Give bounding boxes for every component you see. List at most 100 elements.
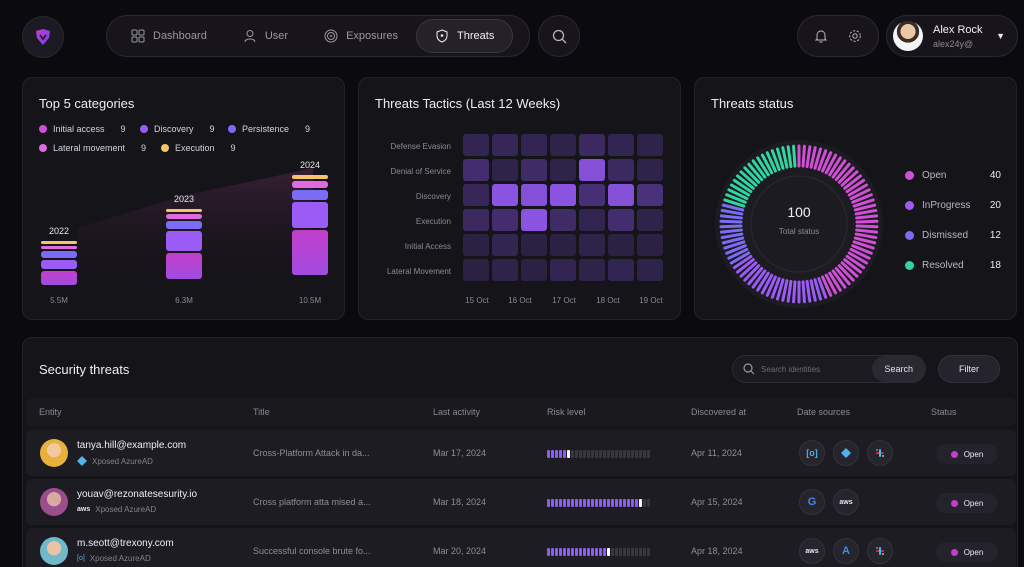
- heatmap-cell[interactable]: [463, 134, 489, 156]
- risk-segment: [563, 450, 566, 458]
- slack-icon[interactable]: [867, 440, 893, 466]
- filter-button[interactable]: Filter: [938, 355, 1000, 383]
- col-last-activity[interactable]: Last activity: [433, 407, 480, 417]
- risk-segment: [567, 499, 570, 507]
- risk-segment: [599, 548, 602, 556]
- risk-segment: [623, 548, 626, 556]
- bar-2023: [166, 209, 202, 279]
- heatmap-cell[interactable]: [637, 159, 663, 181]
- heatmap-cell[interactable]: [550, 259, 576, 281]
- heatmap-cell[interactable]: [608, 134, 634, 156]
- heatmap-cell[interactable]: [492, 209, 518, 231]
- heatmap-cell[interactable]: [463, 209, 489, 231]
- heatmap-cell[interactable]: [463, 234, 489, 256]
- heatmap-cell[interactable]: [521, 134, 547, 156]
- heatmap-cell[interactable]: [521, 234, 547, 256]
- col-risk-level[interactable]: Risk level: [547, 407, 586, 417]
- heatmap-cell[interactable]: [463, 184, 489, 206]
- date-18-oct: 18 Oct: [588, 296, 628, 305]
- tactic-label-lateral-movement: Lateral Movement: [387, 267, 451, 276]
- row-email: m.seott@trexony.com: [77, 538, 174, 549]
- avatar: [893, 21, 923, 51]
- heatmap-cell[interactable]: [463, 259, 489, 281]
- bell-icon[interactable]: [814, 29, 828, 43]
- col-discovered-at[interactable]: Discovered at: [691, 407, 746, 417]
- col-entity[interactable]: Entity: [39, 407, 62, 417]
- heatmap-cell[interactable]: [521, 209, 547, 231]
- nav-threats[interactable]: Threats: [416, 19, 513, 53]
- search-input[interactable]: [761, 365, 871, 374]
- status-dismissed-value: 12: [990, 230, 1001, 241]
- bracket-icon[interactable]: [o]: [799, 440, 825, 466]
- heatmap-cell[interactable]: [521, 184, 547, 206]
- risk-segment: [603, 548, 606, 556]
- azure-icon: [77, 456, 87, 466]
- heatmap-cell[interactable]: [579, 159, 605, 181]
- global-search-button[interactable]: [538, 15, 580, 57]
- heatmap-cell[interactable]: [608, 234, 634, 256]
- table-row[interactable]: youav@rezonatesesurity.io aws Xposed Azu…: [26, 479, 1016, 525]
- heatmap-cell[interactable]: [550, 209, 576, 231]
- nav-user[interactable]: User: [225, 19, 306, 53]
- heatmap-cell[interactable]: [608, 184, 634, 206]
- user-menu[interactable]: Alex Rock alex24y@ ▼: [886, 15, 1018, 57]
- nav-exposures[interactable]: Exposures: [306, 19, 416, 53]
- heatmap-cell[interactable]: [637, 209, 663, 231]
- col-date-sources[interactable]: Date sources: [797, 407, 850, 417]
- table-row[interactable]: tanya.hill@example.com Xposed AzureAD Cr…: [26, 430, 1016, 476]
- gear-icon[interactable]: [848, 29, 862, 43]
- risk-segment: [587, 450, 590, 458]
- heatmap-cell[interactable]: [579, 234, 605, 256]
- slack-icon[interactable]: [867, 538, 893, 564]
- heatmap-cell[interactable]: [492, 184, 518, 206]
- heatmap-cell[interactable]: [550, 159, 576, 181]
- main-nav: Dashboard User Exposures Threats: [106, 15, 530, 57]
- heatmap-cell[interactable]: [550, 134, 576, 156]
- app-logo[interactable]: [22, 16, 64, 58]
- status-badge-label: Open: [964, 499, 984, 508]
- heatmap-cell[interactable]: [579, 259, 605, 281]
- chevron-down-icon[interactable]: ▼: [996, 31, 1005, 41]
- risk-segment: [575, 548, 578, 556]
- heatmap-cell[interactable]: [637, 184, 663, 206]
- year-2022: 2022: [39, 226, 79, 236]
- heatmap-cell[interactable]: [492, 159, 518, 181]
- heatmap-cell[interactable]: [579, 134, 605, 156]
- heatmap-cell[interactable]: [463, 159, 489, 181]
- nav-dashboard[interactable]: Dashboard: [111, 19, 225, 53]
- risk-segment: [547, 499, 550, 507]
- heatmap-cell[interactable]: [492, 259, 518, 281]
- heatmap-cell[interactable]: [608, 259, 634, 281]
- azure-icon[interactable]: A: [833, 538, 859, 564]
- status-badge-label: Open: [964, 450, 984, 459]
- aws-icon[interactable]: aws: [833, 489, 859, 515]
- heatmap-cell[interactable]: [608, 159, 634, 181]
- col-title[interactable]: Title: [253, 407, 270, 417]
- status-inprogress-value: 20: [990, 200, 1001, 211]
- azure-icon[interactable]: [833, 440, 859, 466]
- search-button[interactable]: Search: [872, 356, 925, 382]
- table-row[interactable]: m.seott@trexony.com [o] Xposed AzureAD S…: [26, 528, 1016, 567]
- risk-segment: [563, 499, 566, 507]
- heatmap-cell[interactable]: [521, 259, 547, 281]
- heatmap-cell[interactable]: [521, 159, 547, 181]
- legend-execution-label: Execution: [175, 143, 215, 153]
- heatmap-cell[interactable]: [492, 234, 518, 256]
- tactic-label-denial-of-service: Denial of Service: [391, 167, 451, 176]
- google-icon[interactable]: G: [799, 489, 825, 515]
- col-status[interactable]: Status: [931, 407, 957, 417]
- risk-segment: [607, 450, 610, 458]
- heatmap-cell[interactable]: [579, 209, 605, 231]
- aws-icon[interactable]: aws: [799, 538, 825, 564]
- risk-segment: [627, 548, 630, 556]
- heatmap-cell[interactable]: [608, 209, 634, 231]
- heatmap-cell[interactable]: [550, 234, 576, 256]
- heatmap-cell[interactable]: [579, 184, 605, 206]
- legend-lateral-movement-label: Lateral movement: [53, 143, 125, 153]
- aws-icon: aws: [77, 506, 90, 513]
- heatmap-cell[interactable]: [550, 184, 576, 206]
- heatmap-cell[interactable]: [637, 134, 663, 156]
- heatmap-cell[interactable]: [637, 259, 663, 281]
- heatmap-cell[interactable]: [637, 234, 663, 256]
- heatmap-cell[interactable]: [492, 134, 518, 156]
